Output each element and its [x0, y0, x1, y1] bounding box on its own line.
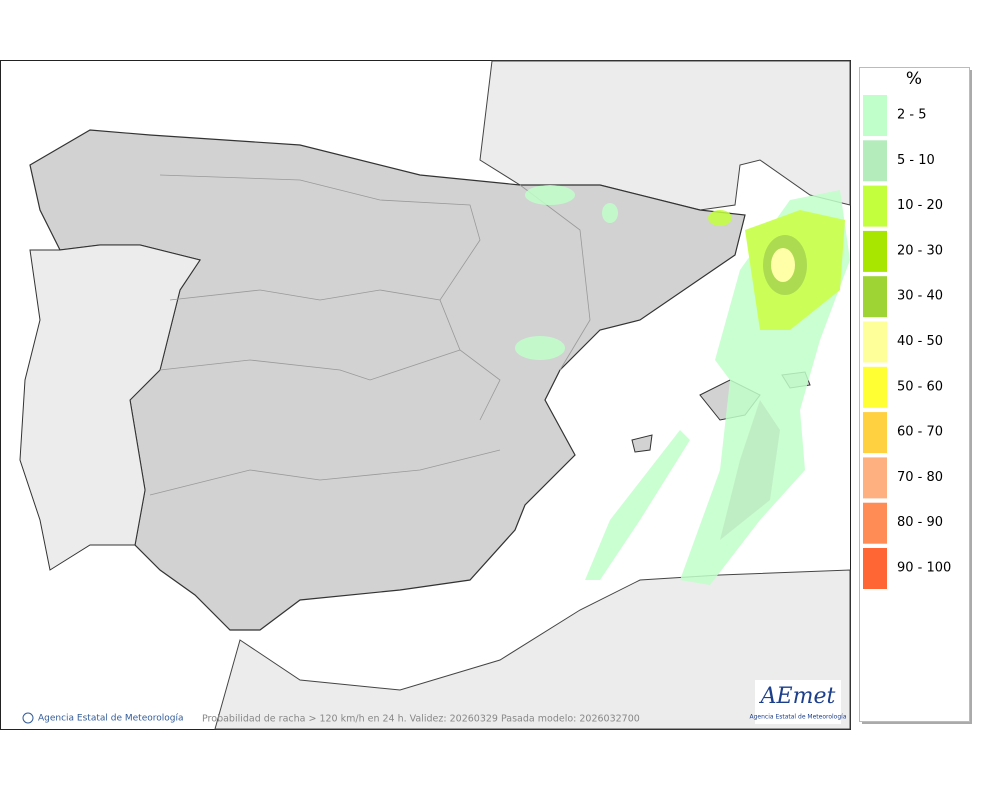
legend-label: 80 - 90 [897, 515, 943, 530]
regions [149, 174, 591, 496]
legend-title: % [906, 69, 922, 89]
legend-label: 50 - 60 [897, 379, 943, 394]
logo-box [755, 680, 841, 724]
legend-swatch [863, 230, 887, 272]
legend-swatch [863, 95, 887, 136]
legend-label: 60 - 70 [897, 425, 943, 440]
legend-label: 30 - 40 [897, 289, 943, 304]
legend-label: 10 - 20 [897, 198, 943, 213]
legend-label: 20 - 30 [897, 243, 943, 258]
legend-swatch [863, 457, 887, 499]
legend-swatch [863, 502, 887, 544]
logo: AEmet [759, 684, 836, 709]
probability-areas [515, 185, 850, 585]
france [479, 60, 851, 211]
portugal [19, 244, 201, 571]
legend-label: 40 - 50 [897, 334, 943, 349]
legend-swatch [863, 412, 887, 454]
copyright-icon [22, 712, 34, 724]
legend-swatch [863, 140, 887, 182]
legend-swatch [863, 548, 887, 589]
credit: Agencia Estatal de Meteorología [38, 714, 184, 724]
legend-swatch [863, 185, 887, 227]
legend-swatch [863, 276, 887, 318]
africa [214, 569, 851, 730]
caption: Probabilidad de racha > 120 km/h en 24 h… [202, 714, 640, 725]
legend-label: 2 - 5 [897, 108, 927, 123]
legend-label: 70 - 80 [897, 470, 943, 485]
legend-swatch [863, 366, 887, 408]
legend-label: 5 - 10 [897, 153, 935, 168]
logo-subtitle: Agencia Estatal de Meteorología [750, 714, 847, 721]
legend-label: 90 - 100 [897, 561, 951, 576]
legend-swatch [863, 321, 887, 363]
